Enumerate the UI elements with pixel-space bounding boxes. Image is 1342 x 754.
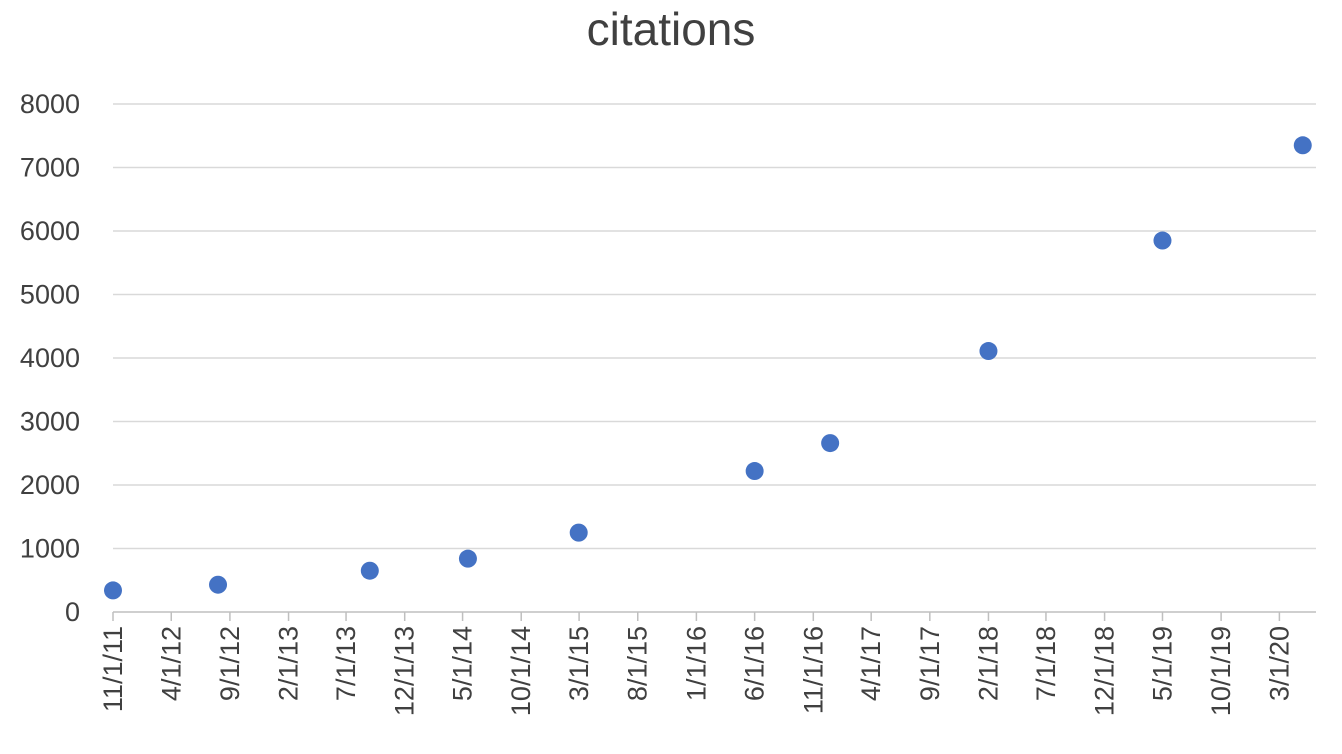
x-tick-label: 7/1/18 (1031, 626, 1061, 701)
gridlines (113, 103, 1316, 613)
x-tick-label: 4/1/17 (856, 626, 886, 701)
y-axis-ticks: 0 1000 2000 3000 4000 5000 6000 7000 8000 (20, 89, 80, 627)
y-tick-label: 4000 (20, 343, 80, 373)
y-tick-label: 7000 (20, 153, 80, 183)
chart-title: citations (586, 3, 756, 55)
y-tick-label: 1000 (20, 534, 80, 564)
data-point (360, 561, 379, 580)
data-point (1153, 231, 1172, 250)
data-points (104, 136, 1312, 600)
data-point (745, 462, 764, 481)
x-tick-label: 2/1/13 (274, 626, 304, 701)
y-tick-label: 2000 (20, 470, 80, 500)
x-tick-label: 9/1/17 (915, 626, 945, 701)
x-tick-label: 2/1/18 (973, 626, 1003, 701)
x-tick-label: 5/1/14 (448, 626, 478, 701)
y-tick-label: 8000 (20, 89, 80, 119)
y-tick-label: 5000 (20, 280, 80, 310)
x-tick-label: 11/1/11 (98, 626, 128, 712)
y-tick-label: 3000 (20, 407, 80, 437)
data-point (569, 523, 588, 542)
x-tick-label: 5/1/19 (1147, 626, 1177, 701)
x-tick-label: 9/1/12 (215, 626, 245, 701)
x-tick-label: 1/1/16 (681, 626, 711, 701)
x-tick-label: 8/1/15 (623, 626, 653, 701)
x-axis-ticks: 11/1/11 4/1/12 9/1/12 2/1/13 7/1/13 12/1/13 5/… (98, 612, 1294, 716)
y-tick-label: 0 (65, 597, 80, 627)
x-tick-label: 6/1/16 (740, 626, 770, 701)
data-point (1293, 136, 1312, 155)
data-point (458, 549, 477, 568)
data-point (209, 575, 228, 594)
x-tick-label: 12/1/18 (1090, 626, 1120, 716)
x-tick-label: 10/1/14 (506, 626, 536, 716)
x-tick-label: 7/1/13 (331, 626, 361, 701)
x-tick-label: 12/1/13 (390, 626, 420, 716)
x-tick-label: 11/1/16 (798, 626, 828, 714)
data-point (979, 342, 998, 361)
x-tick-label: 4/1/12 (156, 626, 186, 701)
y-tick-label: 6000 (20, 216, 80, 246)
x-tick-label: 3/1/15 (564, 626, 594, 701)
data-point (821, 434, 840, 453)
data-point (104, 581, 122, 600)
x-tick-label: 10/1/19 (1206, 626, 1236, 716)
x-tick-label: 3/1/20 (1264, 626, 1294, 701)
